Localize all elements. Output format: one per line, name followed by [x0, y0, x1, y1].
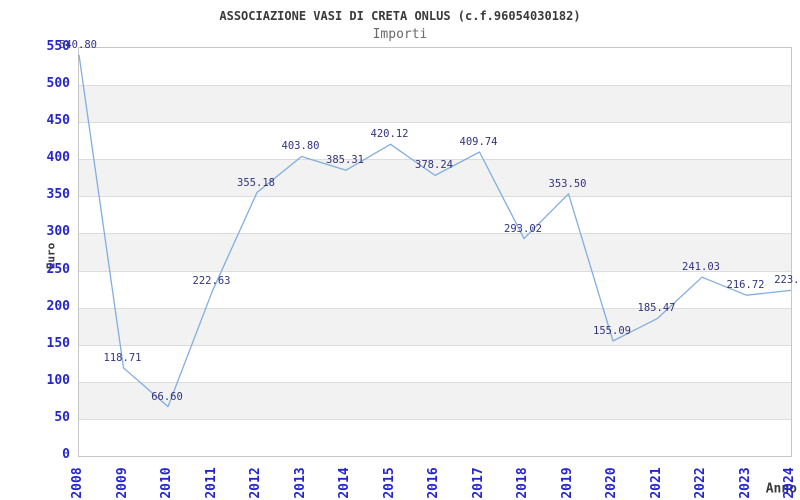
gridline: [79, 307, 791, 309]
grid-band: [79, 233, 791, 271]
value-label: 293.02: [504, 222, 542, 235]
x-tick-label: 2023: [737, 467, 753, 499]
value-label: 353.50: [548, 177, 587, 190]
x-tick-label: 2010: [159, 467, 174, 499]
value-label: 241.03: [682, 261, 720, 274]
chart-subtitle: Importi: [372, 27, 428, 42]
y-tick-label: 50: [54, 409, 70, 425]
y-tick-label: 300: [46, 224, 70, 240]
y-tick-label: 400: [46, 150, 70, 166]
y-tick-label: 500: [46, 76, 70, 92]
value-label: 540.80: [59, 38, 97, 51]
gridline: [79, 418, 791, 420]
x-tick-label: 2012: [248, 467, 263, 499]
x-tick-label: 2016: [426, 467, 441, 499]
grid-band: [79, 85, 791, 123]
y-tick-label: 450: [46, 113, 70, 129]
value-label: 223.2: [774, 274, 800, 287]
y-tick-label: 350: [46, 187, 70, 203]
x-tick-label: 2024: [782, 467, 797, 499]
y-tick-label: 150: [46, 335, 70, 351]
value-label: 155.09: [593, 324, 631, 337]
chart-title: ASSOCIAZIONE VASI DI CRETA ONLUS (c.f.96…: [219, 9, 581, 23]
gridline: [79, 85, 791, 87]
x-tick-label: 2019: [559, 467, 575, 499]
value-label: 118.71: [103, 351, 142, 364]
x-tick-label: 2022: [693, 467, 708, 499]
series-line: [78, 54, 792, 408]
grid-band: [79, 381, 791, 419]
x-tick-label: 2009: [114, 467, 130, 499]
x-axis-title: Anno: [765, 481, 797, 497]
series-svg: [78, 54, 792, 408]
y-tick-label: 100: [46, 372, 70, 388]
gridline: [79, 122, 791, 124]
y-tick-label: 250: [46, 261, 70, 277]
x-tick-label: 2013: [292, 467, 308, 499]
x-tick-label: 2014: [337, 467, 352, 499]
value-label: 66.60: [151, 390, 183, 403]
value-label: 409.74: [459, 136, 498, 149]
gridline: [79, 159, 791, 161]
gridline: [79, 233, 791, 235]
plot-area: [78, 47, 792, 457]
x-tick-label: 2015: [381, 467, 397, 499]
x-tick-label: 2011: [203, 467, 219, 499]
gridline: [79, 344, 791, 346]
value-label: 385.31: [326, 154, 364, 167]
value-label: 420.12: [370, 128, 409, 141]
gridline: [79, 196, 791, 198]
x-tick-label: 2018: [515, 467, 530, 499]
x-tick-label: 2021: [648, 467, 664, 499]
value-label: 378.24: [415, 159, 453, 172]
x-tick-label: 2017: [470, 467, 486, 499]
x-tick-label: 2008: [70, 467, 85, 499]
gridline: [79, 270, 791, 272]
y-tick-label: 200: [46, 298, 70, 314]
y-tick-label: 0: [62, 447, 70, 462]
value-label: 403.80: [281, 140, 320, 153]
y-tick-label: 550: [46, 39, 70, 54]
gridline: [79, 381, 791, 383]
value-label: 222.63: [192, 274, 231, 287]
grid-band: [79, 159, 791, 197]
value-label: 185.47: [637, 302, 676, 315]
value-label: 216.72: [726, 279, 765, 292]
grid-band: [79, 307, 791, 345]
x-tick-label: 2020: [604, 467, 619, 499]
value-label: 355.18: [237, 176, 275, 189]
